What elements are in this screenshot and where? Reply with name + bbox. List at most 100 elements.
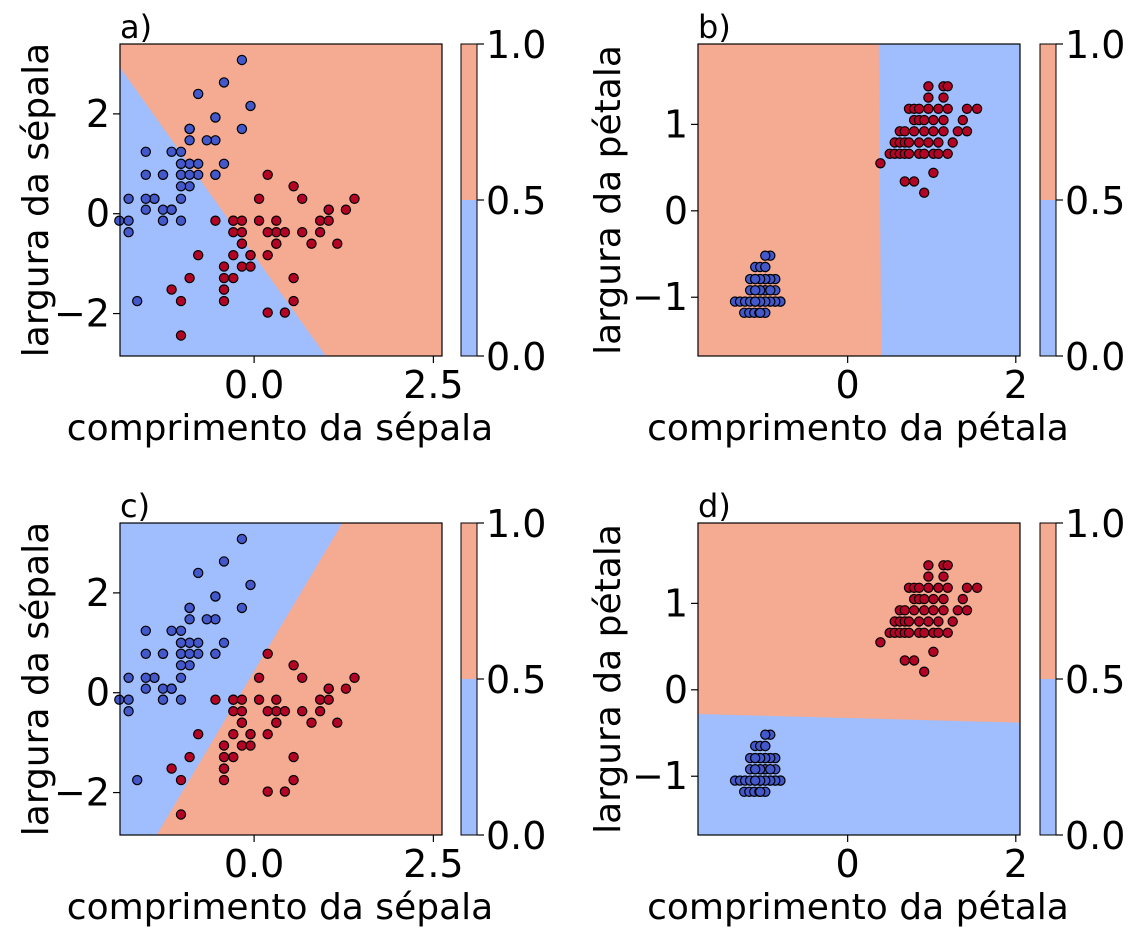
point-class-1 — [942, 148, 953, 159]
colorbar-segment-class-1 — [461, 44, 477, 200]
point-class-1 — [314, 226, 326, 238]
point-class-0 — [201, 135, 212, 146]
colorbar-segment-class-1 — [461, 523, 477, 679]
point-class-1 — [928, 126, 939, 137]
x-tick-label: 0 — [836, 842, 860, 886]
point-class-1 — [253, 694, 265, 705]
point-class-0 — [192, 169, 204, 180]
point-class-0 — [210, 648, 221, 660]
point-class-0 — [123, 672, 134, 684]
point-class-1 — [323, 683, 334, 694]
axes-frame — [119, 522, 443, 836]
point-class-1 — [288, 295, 299, 307]
point-class-0 — [166, 204, 177, 215]
point-class-1 — [923, 103, 934, 115]
point-class-1 — [923, 81, 934, 92]
subplot-c: 0.0 2.5 −2 0 2 c) comprimento da sépala largura… — [16, 487, 546, 928]
axes-frame — [697, 522, 1021, 836]
point-class-1 — [919, 148, 930, 159]
point-class-0 — [760, 250, 771, 261]
point-class-1 — [923, 571, 934, 582]
point-class-0 — [157, 648, 169, 660]
point-class-1 — [899, 655, 911, 666]
point-class-0 — [140, 146, 151, 157]
colorbar-tick-label: 1.0 — [1065, 23, 1125, 67]
point-class-1 — [323, 215, 334, 226]
point-class-1 — [271, 717, 282, 728]
point-class-1 — [306, 238, 317, 249]
point-class-1 — [314, 215, 326, 226]
point-class-0 — [184, 181, 195, 192]
point-class-1 — [253, 215, 265, 226]
colorbar-tick-label: 0.5 — [486, 179, 546, 223]
point-class-1 — [875, 158, 886, 169]
point-class-1 — [297, 672, 308, 684]
point-class-0 — [750, 775, 761, 786]
colorbar: 0.0 0.5 1.0 — [460, 502, 546, 858]
colorbar: 0.0 0.5 1.0 — [1039, 23, 1125, 379]
point-class-1 — [236, 238, 248, 249]
colorbar-tick-label: 0.0 — [1065, 335, 1125, 379]
region-class-0 — [878, 44, 1020, 356]
point-class-1 — [288, 272, 299, 284]
point-class-0 — [140, 193, 151, 204]
point-class-1 — [908, 126, 920, 137]
point-class-1 — [332, 238, 343, 249]
point-class-1 — [938, 593, 949, 605]
point-class-1 — [875, 637, 886, 648]
x-tick-label: 0.0 — [224, 842, 284, 886]
point-class-0 — [750, 752, 761, 764]
point-class-0 — [175, 215, 187, 226]
point-class-1 — [340, 683, 352, 694]
panel-label: a) — [120, 8, 152, 46]
point-class-1 — [288, 660, 299, 671]
point-class-1 — [919, 593, 930, 605]
point-class-1 — [961, 126, 973, 137]
point-class-0 — [184, 158, 195, 169]
point-class-1 — [961, 605, 973, 616]
point-class-1 — [192, 249, 204, 261]
point-class-1 — [210, 215, 221, 226]
point-class-1 — [279, 706, 291, 717]
point-class-0 — [750, 285, 761, 296]
point-class-1 — [928, 167, 939, 178]
point-class-1 — [262, 169, 273, 180]
point-class-1 — [933, 616, 944, 627]
point-class-0 — [760, 740, 771, 752]
point-class-1 — [218, 751, 230, 763]
point-class-1 — [236, 706, 248, 717]
point-class-0 — [218, 77, 230, 88]
point-class-1 — [913, 582, 925, 594]
y-tick-label: −2 — [54, 292, 110, 336]
point-class-1 — [253, 672, 265, 684]
point-class-0 — [210, 112, 221, 123]
point-class-1 — [279, 226, 291, 238]
point-class-1 — [947, 616, 958, 627]
point-class-0 — [140, 625, 151, 637]
point-class-1 — [899, 126, 911, 137]
point-class-0 — [157, 169, 169, 180]
y-tick-label: 0 — [86, 192, 110, 236]
point-class-1 — [938, 92, 949, 103]
point-class-1 — [903, 148, 915, 159]
point-class-0 — [149, 193, 160, 204]
point-class-0 — [123, 215, 134, 226]
point-class-1 — [314, 706, 326, 717]
point-class-1 — [314, 694, 326, 705]
point-class-0 — [192, 88, 204, 100]
point-class-1 — [175, 774, 187, 786]
point-class-1 — [218, 763, 230, 774]
point-class-1 — [236, 261, 248, 272]
point-class-1 — [933, 148, 944, 159]
colorbar-tick-label: 1.0 — [1065, 502, 1125, 546]
point-class-1 — [218, 295, 230, 307]
colorbar-segment-class-0 — [461, 200, 477, 356]
point-class-0 — [245, 100, 256, 112]
point-class-1 — [332, 717, 343, 728]
colorbar-segment-class-0 — [1040, 679, 1056, 835]
region-class-0 — [120, 523, 343, 835]
point-class-0 — [175, 648, 187, 660]
point-class-1 — [271, 226, 282, 238]
point-class-0 — [765, 764, 776, 775]
point-class-1 — [919, 187, 930, 198]
